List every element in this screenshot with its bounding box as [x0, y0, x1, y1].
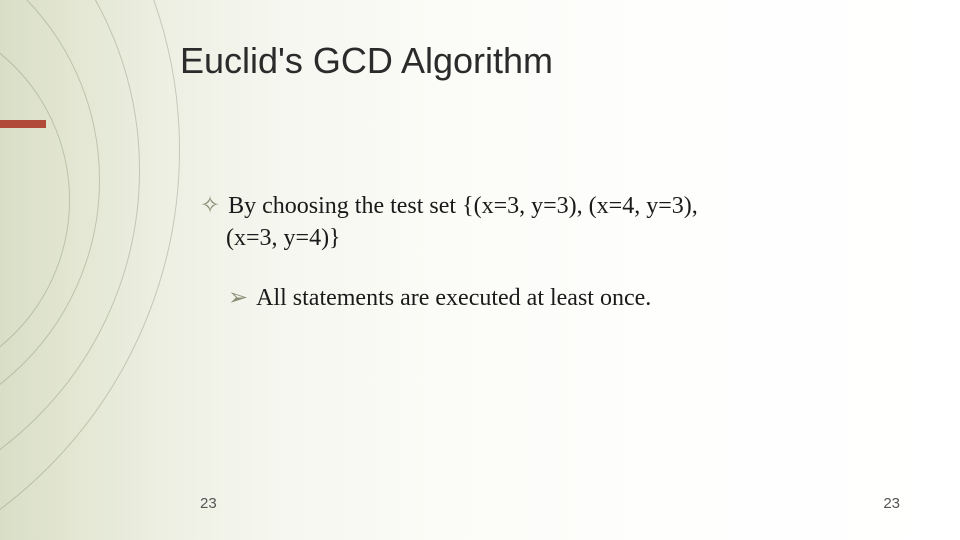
- slide-body: ✧ By choosing the test set {(x=3, y=3), …: [200, 190, 900, 314]
- page-number-left: 23: [200, 495, 217, 512]
- sub-bullet-item: ➢ All statements are executed at least o…: [228, 283, 900, 314]
- bullet-item: ✧ By choosing the test set {(x=3, y=3), …: [200, 190, 900, 222]
- decorative-arc: [0, 0, 100, 440]
- decorative-arc: [0, 0, 140, 520]
- bullet-text-line1: By choosing the test set {(x=3, y=3), (x…: [228, 190, 900, 222]
- slide-title: Euclid's GCD Algorithm: [180, 40, 553, 82]
- bullet-text-line2: (x=3, y=4)}: [226, 222, 900, 254]
- page-number-right: 23: [883, 495, 900, 512]
- decorative-arc: [0, 0, 180, 540]
- sub-bullet-text: All statements are executed at least onc…: [256, 283, 900, 314]
- accent-bar: [0, 120, 46, 128]
- slide: Euclid's GCD Algorithm ✧ By choosing the…: [0, 0, 960, 540]
- diamond-bullet-icon: ✧: [200, 190, 220, 222]
- arrow-bullet-icon: ➢: [228, 283, 248, 314]
- decorative-arc: [0, 10, 70, 390]
